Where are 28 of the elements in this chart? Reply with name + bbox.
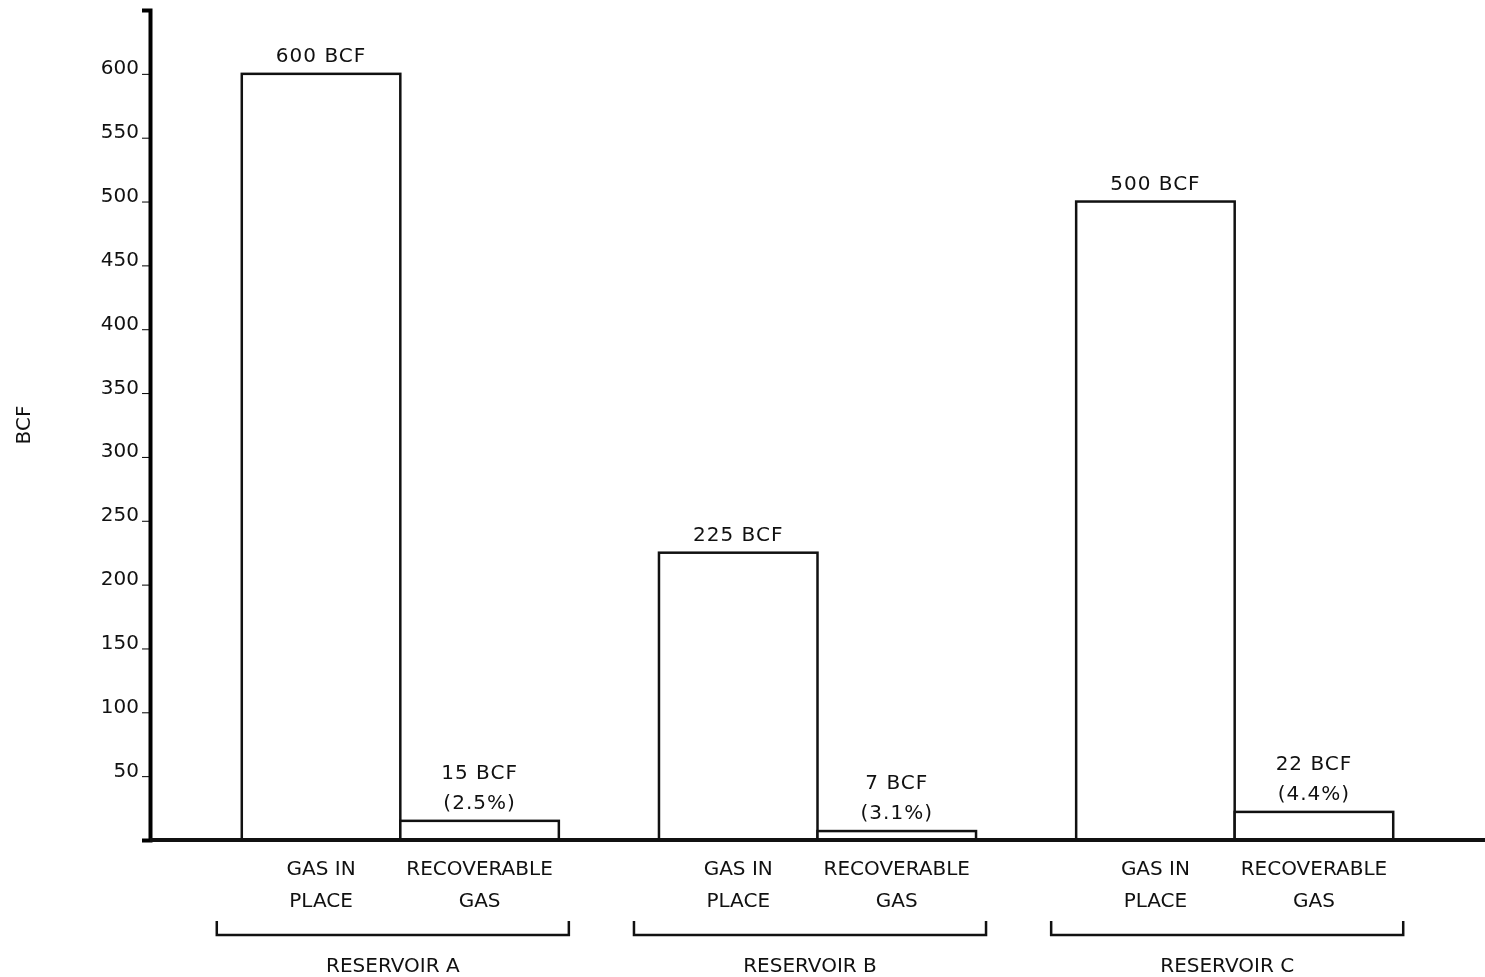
- y-tick-label: 250: [100, 502, 139, 527]
- data-label: 7 BCF (3.1%): [860, 770, 933, 825]
- y-tick-label: 50: [113, 757, 139, 782]
- text: RESERVOIR B: [743, 953, 877, 977]
- data-label: 500 BCF: [1110, 170, 1201, 195]
- text: RESERVOIR C: [1160, 953, 1295, 977]
- y-tick-label: 400: [100, 310, 139, 335]
- y-tick-label: 150: [100, 629, 139, 654]
- x-tick-label: RECOVERABLE GAS: [823, 856, 971, 912]
- y-tick-label: 200: [100, 566, 139, 591]
- x-tick-label: GAS IN PLACE: [1120, 856, 1190, 912]
- data-label: 600 BCF: [275, 42, 367, 67]
- data-label: 225 BCF: [693, 521, 784, 546]
- x-tick-label: GAS IN PLACE: [703, 856, 773, 912]
- y-tick-label: 450: [100, 246, 139, 271]
- data-label: 22 BCF (4.4%): [1275, 750, 1353, 805]
- y-tick-label: 550: [100, 119, 139, 144]
- y-tick-label: 500: [100, 183, 139, 208]
- data-label: 15 BCF (2.5%): [441, 759, 518, 814]
- y-tick-label: 100: [100, 693, 139, 718]
- y-tick-label: 600: [100, 55, 139, 80]
- x-tick-label: RECOVERABLE GAS: [1240, 856, 1388, 912]
- x-tick-label: GAS IN PLACE: [286, 856, 356, 912]
- y-tick-label: 300: [100, 438, 139, 463]
- y-axis-title: BCF: [11, 405, 35, 445]
- y-tick-label: 350: [100, 374, 139, 399]
- x-tick-label: RECOVERABLE GAS: [406, 856, 553, 912]
- text: RESERVOIR A: [326, 953, 460, 977]
